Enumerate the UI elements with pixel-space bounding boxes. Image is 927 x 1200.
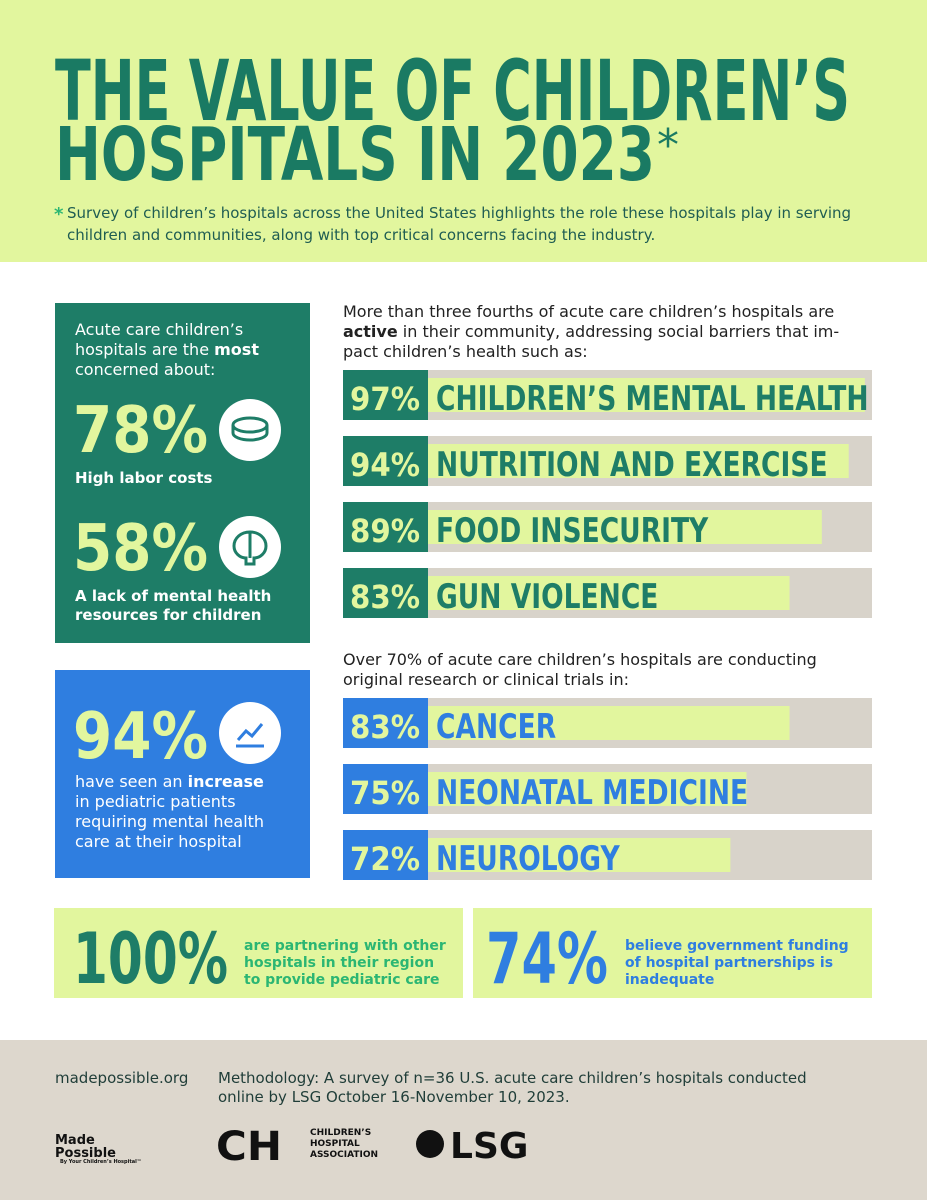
- bar-value-label: 97%: [350, 380, 420, 418]
- text-segment: concerned about:: [75, 360, 215, 379]
- increase-box: [55, 670, 310, 878]
- partner-caption: to provide pediatric care: [244, 972, 440, 988]
- bar-value-label: 83%: [350, 578, 420, 616]
- header-bg: [0, 0, 927, 262]
- text-segment: original research or clinical trials in:: [343, 670, 629, 689]
- text-segment: Over 70% of acute care children’s hospit…: [343, 650, 817, 669]
- partner-box: [54, 908, 463, 998]
- logo-cha: HOSPITAL: [310, 1139, 360, 1149]
- increase-caption: have seen an increase: [75, 772, 264, 791]
- partner-caption: are partnering with other: [244, 938, 446, 954]
- stat: 58%: [73, 512, 208, 586]
- note: Survey of children’s hospitals across th…: [67, 204, 851, 222]
- community-intro: More than three fourths of acute care ch…: [343, 302, 834, 321]
- concerns-intro: concerned about:: [75, 360, 215, 379]
- logo-made-tag: By Your Children’s Hospital™: [60, 1159, 142, 1165]
- logo-made: Possible: [55, 1146, 116, 1161]
- partner-caption: hospitals in their region: [244, 955, 434, 971]
- logo-cha: ASSOCIATION: [310, 1150, 378, 1160]
- text-segment: requiring mental health: [75, 812, 264, 831]
- logo-made: Made: [55, 1133, 95, 1148]
- text-segment: care at their hospital: [75, 832, 242, 851]
- methodology: online by LSG October 16-November 10, 20…: [218, 1088, 570, 1106]
- bar-label-box: [343, 764, 428, 814]
- text-segment: increase: [188, 772, 264, 791]
- concern-caption: High labor costs: [75, 469, 213, 487]
- stat: 94%: [73, 700, 208, 774]
- text-segment: active: [343, 322, 398, 341]
- bar-value-label: 83%: [350, 708, 420, 746]
- bar-value-label: 75%: [350, 774, 420, 812]
- bar-label-box: [343, 830, 428, 880]
- concerns-intro: hospitals are the most: [75, 340, 259, 359]
- concern-caption: resources for children: [75, 606, 261, 624]
- bar-label-box: [343, 568, 428, 618]
- stat: 78%: [73, 394, 208, 468]
- title: HOSPITALS IN 2023: [55, 112, 655, 198]
- increase-caption: requiring mental health: [75, 812, 264, 831]
- methodology: Methodology: A survey of n=36 U.S. acute…: [218, 1069, 807, 1087]
- text-segment: in their community, addressing social ba…: [398, 322, 839, 341]
- bar-label-box: [343, 502, 428, 552]
- partner-caption: of hospital partnerships is: [625, 955, 833, 971]
- partner-caption: believe government funding: [625, 938, 849, 954]
- stat: 74%: [486, 918, 608, 1000]
- bar-value-label: 72%: [350, 840, 420, 878]
- bar-label-box: [343, 370, 428, 420]
- text-segment: have seen an: [75, 772, 188, 791]
- text-segment: in pediatric patients: [75, 792, 236, 811]
- logo-lsg-mark: [416, 1130, 444, 1158]
- research-intro: original research or clinical trials in:: [343, 670, 629, 689]
- note-mark: *: [54, 204, 64, 225]
- bar-name: NUTRITION AND EXERCISE: [436, 446, 828, 485]
- icons: [219, 399, 281, 764]
- logo-lsg: LSG: [450, 1126, 528, 1167]
- logo-cha-mark: CH: [216, 1123, 282, 1170]
- site: madepossible.org: [55, 1069, 188, 1087]
- note: children and communities, along with top…: [67, 226, 655, 244]
- logo-cha: CHILDREN’S: [310, 1128, 371, 1138]
- bar-label-box: [343, 698, 428, 748]
- concern-caption: A lack of mental health: [75, 587, 271, 605]
- text-segment: Acute care children’s: [75, 320, 243, 339]
- concerns-intro: Acute care children’s: [75, 320, 243, 339]
- text-segment: most: [214, 340, 259, 359]
- increase-caption: care at their hospital: [75, 832, 242, 851]
- community-intro: active in their community, addressing so…: [343, 322, 839, 341]
- text-segment: hospitals are the: [75, 340, 214, 359]
- asterisk: *: [657, 120, 679, 171]
- stat: 100%: [73, 918, 228, 1000]
- partner-caption: inadequate: [625, 972, 714, 988]
- bar-label-box: [343, 436, 428, 486]
- bar-name: CANCER: [436, 708, 556, 747]
- title: THE VALUE OF CHILDREN’S: [55, 42, 850, 140]
- research-intro: Over 70% of acute care children’s hospit…: [343, 650, 817, 669]
- concerns-box: [55, 303, 310, 643]
- bar-name: GUN VIOLENCE: [436, 578, 658, 617]
- increase-caption: in pediatric patients: [75, 792, 236, 811]
- bar-name: NEUROLOGY: [436, 840, 620, 879]
- bar-value-label: 94%: [350, 446, 420, 484]
- footer-bg: [0, 1040, 927, 1200]
- text-segment: More than three fourths of acute care ch…: [343, 302, 834, 321]
- bar-name: FOOD INSECURITY: [436, 512, 709, 551]
- text-segment: pact children’s health such as:: [343, 342, 588, 361]
- bar: [343, 378, 865, 412]
- bar-value-label: 89%: [350, 512, 420, 550]
- bar-name: NEONATAL MEDICINE: [436, 774, 748, 813]
- bar-name: CHILDREN’S MENTAL HEALTH: [436, 380, 869, 419]
- community-intro: pact children’s health such as:: [343, 342, 588, 361]
- partner-box: [473, 908, 872, 998]
